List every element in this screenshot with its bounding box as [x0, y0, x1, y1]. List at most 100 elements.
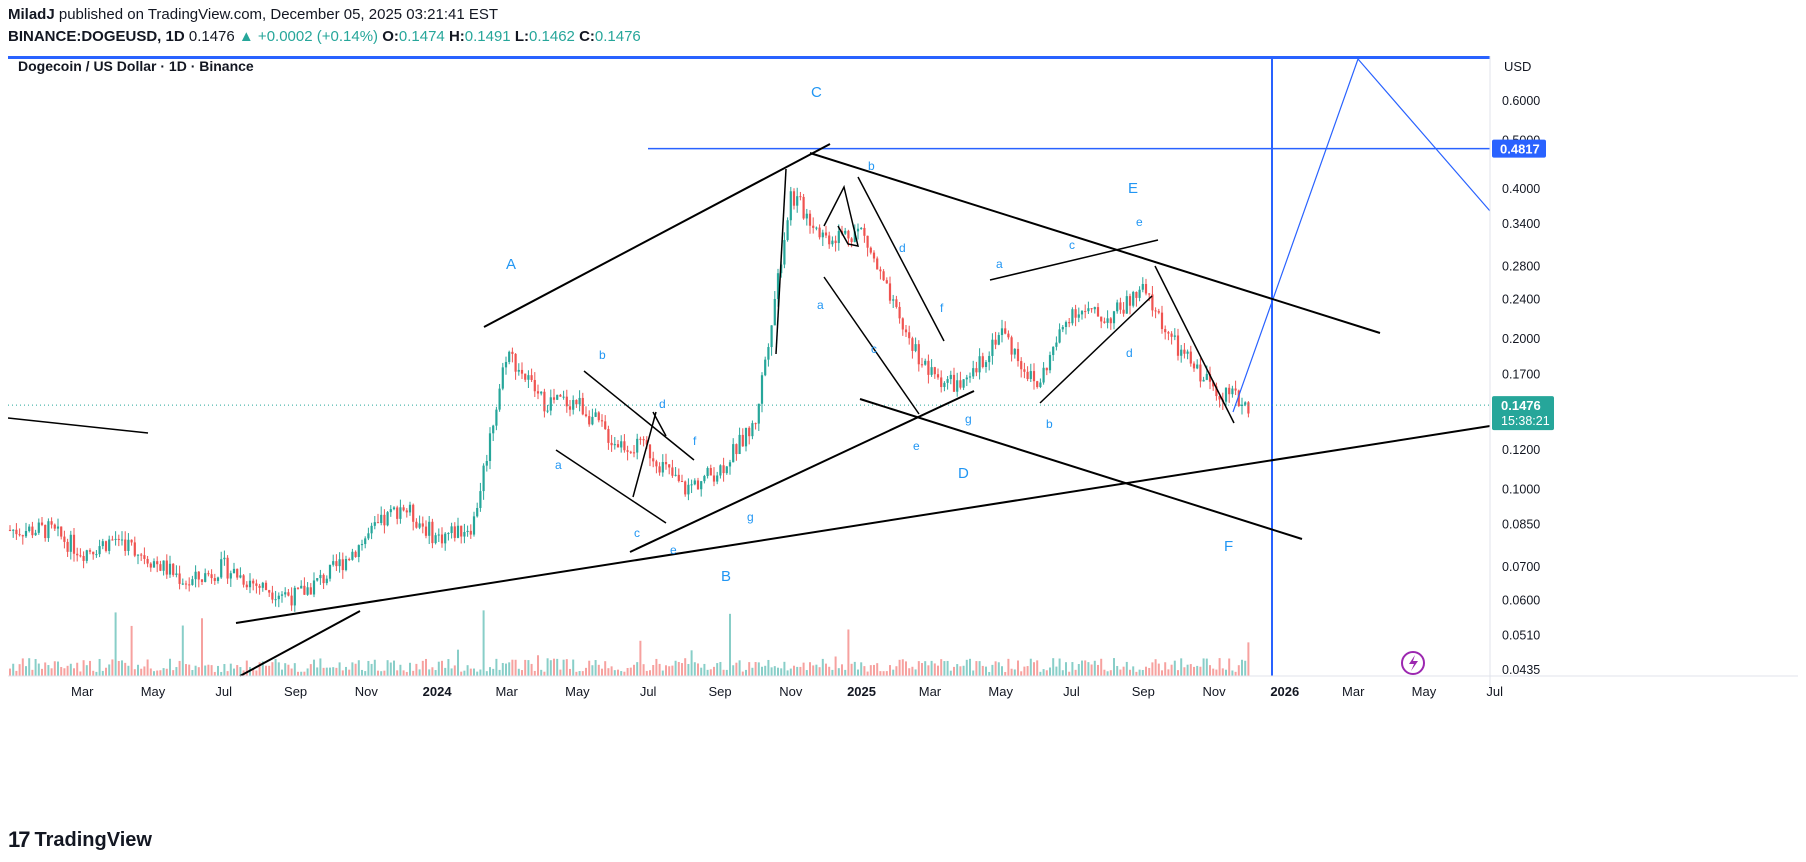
volume-bar: [1148, 667, 1151, 676]
volume-bar: [629, 667, 632, 676]
candle-body: [639, 438, 642, 440]
publish-info: MiladJ published on TradingView.com, Dec…: [8, 6, 498, 23]
volume-bar: [783, 661, 786, 676]
candle-body: [956, 380, 959, 392]
candle-body: [1119, 302, 1122, 310]
trendline: [809, 152, 1381, 334]
time-tick-label: Mar: [495, 684, 518, 699]
candle-body: [626, 450, 629, 452]
price-tick-label: 0.0700: [1502, 560, 1540, 574]
volume-bar: [1023, 666, 1026, 676]
volume-bar: [991, 664, 994, 676]
volume-bar: [793, 665, 795, 676]
candle-body: [37, 522, 40, 533]
candle-body: [133, 542, 136, 556]
candle-body: [229, 573, 232, 579]
volume-bar: [969, 658, 971, 676]
candle-body: [1138, 289, 1141, 298]
high-label: H:: [448, 28, 465, 45]
volume-bar: [821, 658, 824, 676]
volume-bar: [1007, 658, 1010, 676]
volume-bar: [517, 668, 520, 676]
candle-body: [380, 514, 383, 523]
candle-body: [533, 379, 536, 392]
time-tick-label: May: [141, 684, 166, 699]
candle-body: [668, 464, 671, 468]
volume-bar: [1029, 658, 1032, 676]
candle-body: [485, 460, 488, 466]
volume-bar: [1129, 669, 1131, 676]
candle-body: [1135, 291, 1138, 298]
volume-bar: [437, 661, 440, 676]
candle-body: [1247, 402, 1250, 414]
volume-bar: [828, 666, 831, 676]
candle-body: [303, 585, 306, 595]
volume-bar: [252, 668, 255, 676]
candle-body: [735, 444, 738, 455]
wave-label: d: [659, 397, 666, 411]
volume-bars: [9, 610, 1250, 676]
candle-body: [88, 550, 92, 552]
spark-icon[interactable]: [1401, 651, 1425, 675]
author-name[interactable]: MiladJ: [8, 6, 55, 23]
volume-bar: [79, 671, 82, 676]
level-price-text: 0.4817: [1500, 142, 1540, 157]
volume-bar: [533, 670, 536, 676]
price-tick-label: 0.0850: [1502, 518, 1540, 532]
volume-bar: [31, 669, 34, 676]
candle-body: [383, 514, 386, 526]
volume-bar: [1145, 666, 1147, 676]
candle-body: [1231, 388, 1234, 395]
volume-bar: [1122, 666, 1125, 676]
volume-bar: [309, 664, 312, 676]
volume-bar: [562, 659, 565, 676]
wave-label: A: [506, 256, 516, 273]
volume-bar: [1033, 662, 1035, 676]
wave-label: g: [747, 510, 754, 524]
candle-body: [12, 529, 15, 531]
candle-body: [732, 444, 735, 463]
candle-body: [373, 522, 376, 526]
volume-bar: [313, 659, 315, 676]
candle-body: [156, 561, 159, 565]
candle-body: [284, 592, 287, 595]
volume-bar: [345, 666, 347, 676]
candle-body: [1087, 308, 1090, 312]
volume-bar: [873, 664, 875, 676]
candle-body: [712, 475, 716, 482]
volume-bar: [405, 671, 408, 676]
projection-path: [1232, 57, 1491, 413]
candle-body: [92, 551, 95, 555]
volume-bar: [1036, 660, 1039, 676]
volume-bar: [994, 661, 997, 676]
volume-bar: [860, 662, 863, 676]
candle-body: [44, 524, 47, 539]
wave-label: f: [940, 301, 944, 315]
candle-body: [111, 539, 114, 541]
candle-body: [1064, 322, 1068, 328]
candle-body: [332, 561, 335, 565]
volume-bar: [169, 658, 171, 676]
time-tick-label: 2024: [423, 684, 453, 699]
time-tick-label: Mar: [71, 684, 94, 699]
published-text: published on TradingView.com, December 0…: [58, 6, 499, 23]
candle-body: [997, 335, 1000, 345]
volume-bar: [1212, 668, 1215, 676]
candle-body: [492, 425, 495, 434]
candle-body: [578, 397, 581, 405]
tradingview-logo[interactable]: 17 TradingView: [8, 825, 152, 855]
volume-bar: [12, 663, 15, 676]
volume-bar: [623, 671, 626, 676]
candle-body: [751, 423, 754, 437]
volume-bar: [639, 640, 642, 676]
volume-bar: [201, 618, 203, 676]
candle-body: [524, 373, 527, 380]
candle-body: [239, 575, 242, 578]
candle-body: [85, 550, 88, 561]
volume-bar: [889, 665, 891, 676]
volume-bar: [485, 671, 488, 676]
volume-bar: [1097, 664, 1099, 676]
volume-bar: [489, 667, 491, 676]
